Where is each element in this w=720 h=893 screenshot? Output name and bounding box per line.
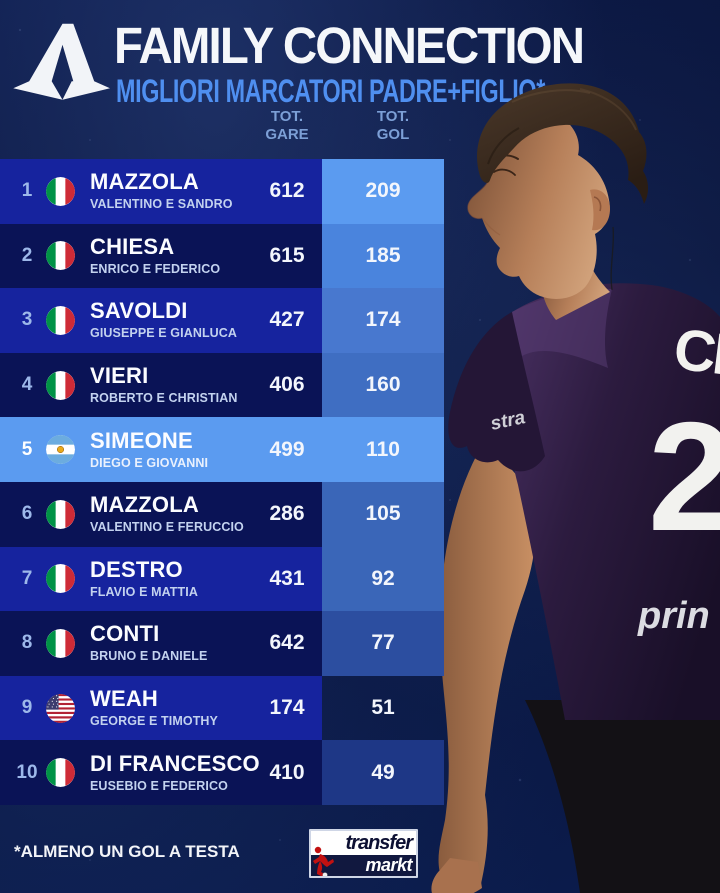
svg-text:2: 2 <box>648 390 720 563</box>
svg-text:prin: prin <box>637 595 710 637</box>
svg-text:CHI: CHI <box>670 316 720 392</box>
